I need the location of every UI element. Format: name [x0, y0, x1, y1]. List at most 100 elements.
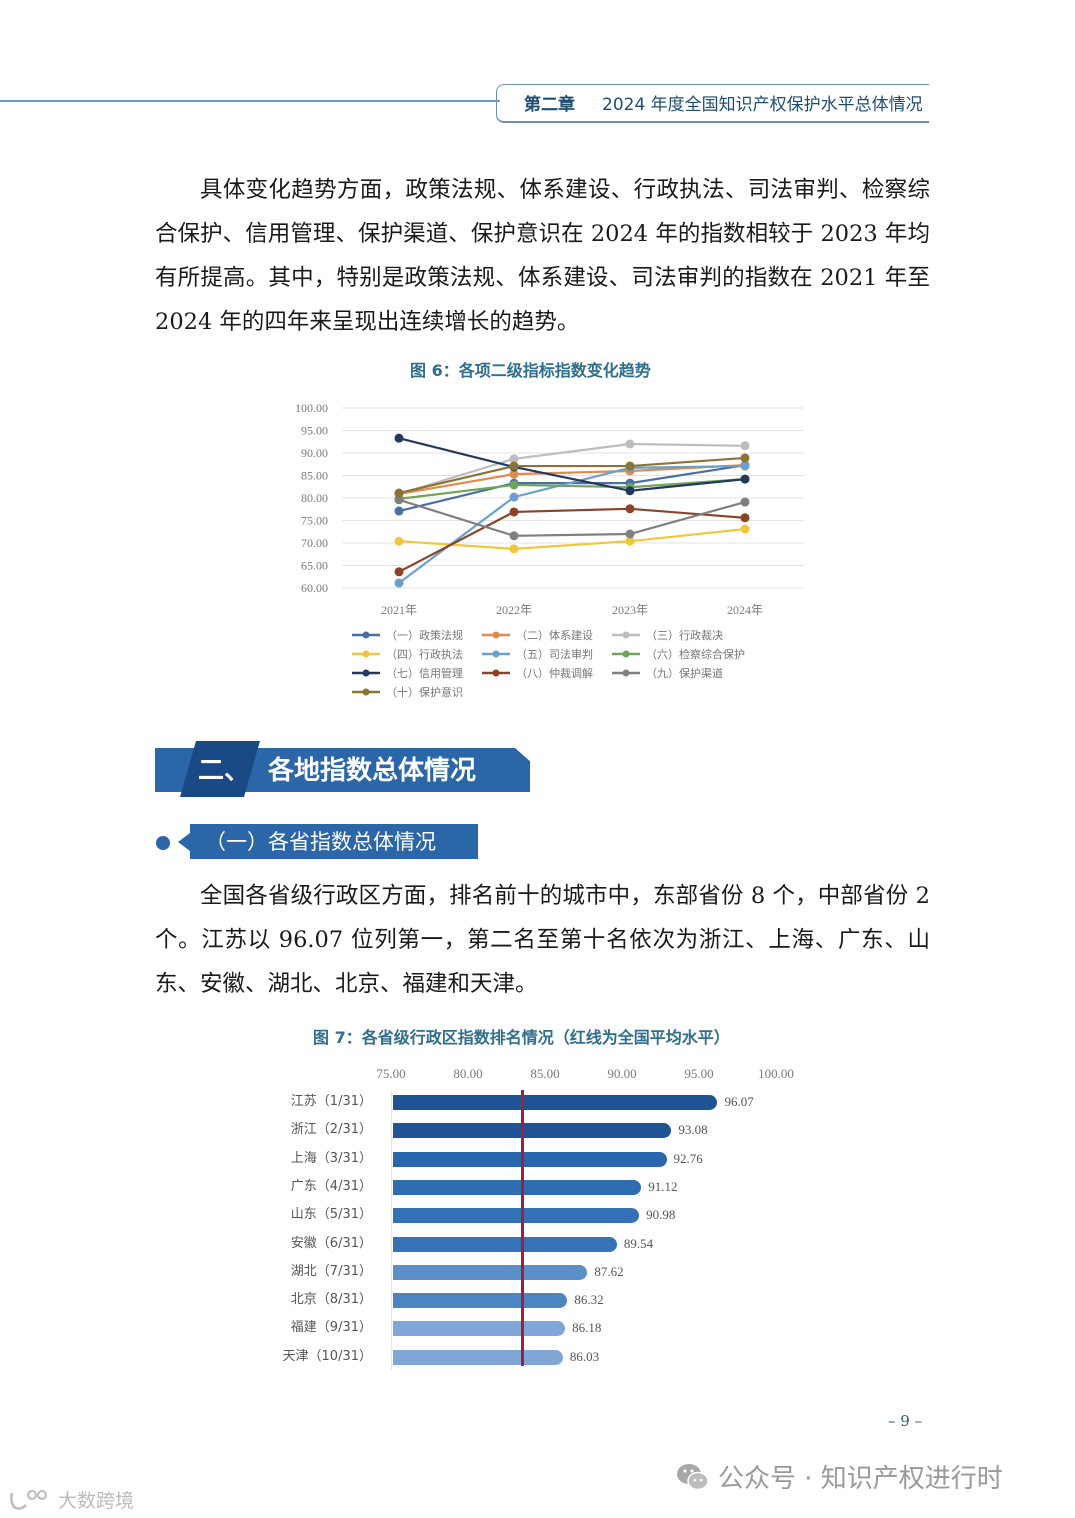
legend-marker-icon: [362, 650, 370, 658]
data-point: [509, 454, 519, 464]
bar: [393, 1095, 718, 1110]
series-line: [398, 456, 746, 495]
y-tick-label: 80.00: [301, 491, 328, 505]
bar: [393, 1179, 642, 1195]
subsection-arrow-icon: [178, 833, 190, 851]
section-number: 二、: [198, 756, 251, 786]
bar: [393, 1349, 563, 1365]
legend-label: （七）信用管理: [386, 666, 463, 680]
legend-marker-icon: [622, 631, 630, 639]
bar-category-label: 江苏（1/31）: [290, 1094, 372, 1109]
x-tick-label: 2024年: [727, 603, 763, 617]
subsection-title: （一）各省指数总体情况: [205, 830, 436, 854]
y-tick-label: 85.00: [301, 469, 328, 483]
bar-value-label: 86.18: [572, 1320, 602, 1336]
x-tick-label: 85.00: [530, 1066, 560, 1081]
legend-label: （一）政策法规: [386, 628, 463, 642]
legend-label: （二）体系建设: [516, 628, 593, 642]
legend-marker-icon: [362, 669, 370, 677]
bar-value-label: 89.54: [623, 1235, 654, 1251]
data-point: [625, 504, 635, 514]
watermark-logo-text: 大数跨境: [58, 1490, 135, 1512]
legend-label: （四）行政执法: [386, 647, 463, 661]
bar-value-label: 90.98: [646, 1207, 676, 1223]
x-tick-label: 75.00: [376, 1066, 406, 1081]
legend-marker-icon: [492, 631, 500, 639]
data-point: [625, 486, 635, 496]
data-point: [740, 461, 750, 471]
bar: [393, 1264, 588, 1280]
y-tick-label: 100.00: [295, 401, 328, 415]
series-line: [398, 498, 746, 537]
line-chart-plot: 100.00 95.00 90.00 85.00 80.00 75.00 70.00 65.0…: [295, 401, 804, 699]
bar-category-label: 上海（3/31）: [290, 1150, 372, 1166]
legend-marker-icon: [492, 650, 500, 658]
x-tick-label: 90.00: [607, 1066, 637, 1081]
series-line: [398, 464, 746, 496]
data-point: [740, 474, 750, 484]
series-line: [398, 478, 746, 500]
bar-value-label: 87.62: [594, 1263, 624, 1279]
y-tick-label: 75.00: [301, 514, 328, 528]
watermark-logo: 大数跨境: [8, 1486, 134, 1513]
bar: [393, 1293, 568, 1309]
bar-value-label: 96.07: [724, 1094, 754, 1109]
watermark-text: 公众号 · 知识产权进行时: [718, 1464, 1003, 1494]
data-point: [509, 531, 519, 541]
bar-value-label: 93.08: [678, 1122, 708, 1138]
bar-category-label: 安徽（6/31）: [290, 1235, 372, 1251]
bar-value-label: 92.76: [673, 1150, 703, 1166]
wechat-icon: [677, 1463, 709, 1490]
figure7-caption: 图 7：各省级行政区指数排名情况（红线为全国平均水平）: [313, 1028, 730, 1047]
series-line: [398, 442, 746, 496]
data-point: [509, 480, 519, 490]
series-line: [398, 527, 746, 550]
legend-label: （八）仲裁调解: [516, 666, 593, 680]
data-point: [509, 492, 519, 502]
bar-category-label: 浙江（2/31）: [290, 1122, 372, 1138]
series-line: [398, 437, 746, 492]
legend-marker-icon: [362, 631, 370, 639]
bar: [393, 1208, 640, 1224]
paragraph-text: 具体变化趋势方面，政策法规、体系建设、行政执法、司法审判、检察综合保护、信用管理…: [155, 177, 930, 335]
bullet-dot-icon: [156, 836, 170, 850]
bar: [393, 1151, 667, 1167]
data-point: [625, 529, 635, 539]
header-rule: [0, 100, 500, 102]
body-paragraph-1: 具体变化趋势方面，政策法规、体系建设、行政执法、司法审判、检察综合保护、信用管理…: [155, 168, 930, 344]
bar-value-label: 86.32: [574, 1292, 604, 1308]
bar: [393, 1123, 672, 1139]
y-tick-label: 70.00: [301, 536, 328, 550]
data-point: [509, 544, 519, 554]
national-average-line: [520, 1090, 524, 1366]
bar-category-label: 福建（9/31）: [290, 1320, 372, 1336]
bar-category-label: 广东（4/31）: [290, 1178, 372, 1194]
legend-marker-icon: [622, 650, 630, 658]
y-axis-line: [391, 1090, 392, 1370]
data-point: [740, 497, 750, 507]
legend-label: （三）行政裁决: [646, 628, 723, 642]
chapter-title: 2024 年度全国知识产权保护水平总体情况: [602, 95, 923, 115]
legend-marker-icon: [622, 669, 630, 677]
bar-category-label: 山东（5/31）: [290, 1207, 372, 1223]
bar: [393, 1236, 617, 1252]
legend-label: （六）检察综合保护: [646, 647, 745, 661]
logo-icon: [10, 1489, 47, 1510]
data-point: [394, 433, 404, 443]
y-tick-label: 90.00: [301, 446, 328, 460]
data-point: [625, 461, 635, 471]
data-point: [740, 513, 750, 523]
data-point: [625, 439, 635, 449]
bar-category-label: 湖北（7/31）: [290, 1263, 372, 1279]
legend-label: （十）保护意识: [386, 685, 463, 699]
x-tick-label: 2022年: [496, 603, 532, 617]
data-point: [740, 441, 750, 451]
data-point: [394, 536, 404, 546]
series-line: [398, 507, 746, 573]
body-paragraph-2: 全国各省级行政区方面，排名前十的城市中，东部省份 8 个，中部省份 2 个。江苏…: [155, 874, 930, 1006]
series-line: [398, 464, 746, 584]
x-tick-label: 100.00: [758, 1066, 794, 1081]
data-point: [394, 567, 404, 577]
x-tick-label: 95.00: [684, 1066, 714, 1081]
bar: [393, 1321, 566, 1337]
